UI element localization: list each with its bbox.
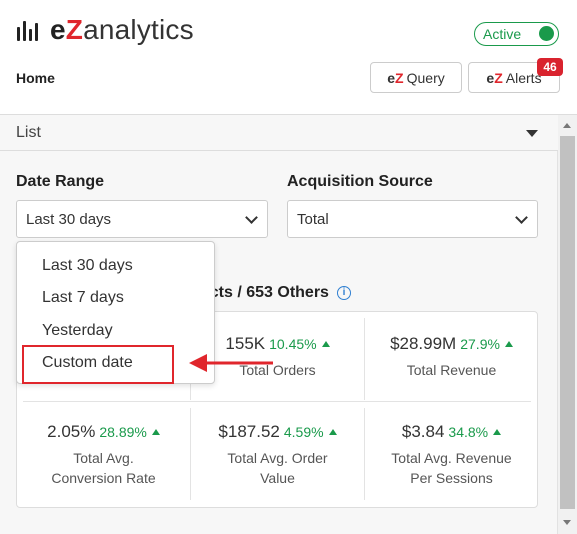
trend-up-icon [321,341,330,347]
date-range-value: Last 30 days [26,210,112,228]
toggle-knob [539,26,554,41]
trend-up-icon [504,341,513,347]
chevron-down-icon [515,211,528,224]
metric-row-divider [23,401,531,402]
metrics-card: 155K 10.45% Total Orders $28.99M 27.9% Tot… [16,311,538,508]
acquisition-source-label: Acquisition Source [287,173,433,190]
trend-up-icon [151,429,160,435]
acquisition-source-select[interactable]: Total [287,200,538,238]
metric-conversion-rate: 2.05% 28.89% Total Avg. Conversion Rate [17,422,190,488]
ez-alerts-label: Alerts [505,69,542,86]
metric-total-orders: 155K 10.45% Total Orders [191,334,364,380]
dropdown-option-custom-date[interactable]: Custom date [42,354,133,371]
dropdown-option-yesterday[interactable]: Yesterday [42,322,113,339]
bar-chart-logo-icon [17,19,38,41]
chevron-down-icon [245,211,258,224]
section-title: ucts / 653 Others i [200,284,351,302]
header-divider [0,114,577,115]
brand-logo[interactable]: eZanalytics [17,14,194,46]
alerts-count-badge: 46 [537,58,563,76]
vertical-scrollbar[interactable] [558,115,577,534]
annotation-arrow-icon [189,354,273,372]
trend-up-icon [328,429,337,435]
acquisition-source-value: Total [297,210,329,228]
metric-divider [364,318,365,400]
active-status-toggle[interactable]: Active [474,22,559,46]
date-range-label: Date Range [16,173,105,190]
date-range-dropdown-menu: Last 30 days Last 7 days Yesterday Custo… [16,241,215,384]
page-title: Home [16,70,55,86]
ez-query-button[interactable]: eZ Query [370,62,462,93]
metric-total-revenue: $28.99M 27.9% Total Revenue [365,334,538,380]
metric-revenue-per-session: $3.84 34.8% Total Avg. Revenue Per Session… [391,422,512,486]
brand-name: eZanalytics [50,14,194,45]
dropdown-option-last-30-days[interactable]: Last 30 days [42,257,133,274]
active-status-label: Active [483,26,522,42]
info-icon[interactable]: i [336,286,351,300]
scrollbar-thumb[interactable] [560,136,575,509]
app-header: eZanalytics Active Home eZ Query eZ Aler… [0,0,577,114]
scroll-up-arrow-icon[interactable] [563,123,571,128]
view-select-label: List [16,124,41,141]
caret-down-icon [526,130,538,137]
metric-divider [190,408,191,500]
scroll-down-arrow-icon[interactable] [563,520,571,525]
date-range-select[interactable]: Last 30 days [16,200,268,238]
dropdown-option-last-7-days[interactable]: Last 7 days [42,289,124,306]
ez-query-label: Query [406,69,445,86]
custom-date-highlight [22,345,174,384]
metric-divider [364,408,365,500]
view-select[interactable]: List [0,115,558,151]
trend-up-icon [493,429,502,435]
metric-avg-order-value: $187.52 4.59% Total Avg. Order Value [191,422,364,488]
